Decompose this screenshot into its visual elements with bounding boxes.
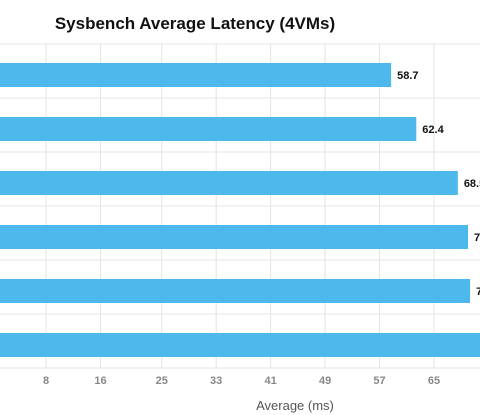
bar bbox=[0, 225, 469, 249]
bar bbox=[0, 171, 458, 195]
x-tick-label: 33 bbox=[210, 375, 222, 387]
bar-value-label: 62.4 bbox=[422, 124, 444, 136]
x-tick-label: 49 bbox=[319, 375, 331, 387]
x-tick-label: 41 bbox=[265, 375, 277, 387]
bars: 58.7 62.4 68.5 7( 7 bbox=[0, 63, 480, 357]
bar-value-label: 7( bbox=[474, 232, 480, 244]
x-tick-label: 16 bbox=[94, 375, 106, 387]
x-tick-label: 65 bbox=[428, 375, 440, 387]
x-axis-label: Average (ms) bbox=[256, 398, 334, 413]
gridlines bbox=[0, 43, 480, 369]
x-tick-label: 57 bbox=[373, 375, 385, 387]
bar bbox=[0, 333, 480, 357]
bar bbox=[0, 279, 471, 303]
bar-value-label: 58.7 bbox=[397, 70, 418, 82]
x-tick-label: 8 bbox=[43, 375, 49, 387]
x-tick-label: 25 bbox=[156, 375, 168, 387]
bar bbox=[0, 117, 417, 141]
bar bbox=[0, 63, 392, 87]
x-tick-labels: 8 16 25 33 41 49 57 65 bbox=[43, 375, 440, 387]
bar-value-label: 7 bbox=[476, 286, 480, 298]
chart-title: Sysbench Average Latency (4VMs) bbox=[54, 14, 336, 33]
bar-value-label: 68.5 bbox=[464, 178, 480, 190]
